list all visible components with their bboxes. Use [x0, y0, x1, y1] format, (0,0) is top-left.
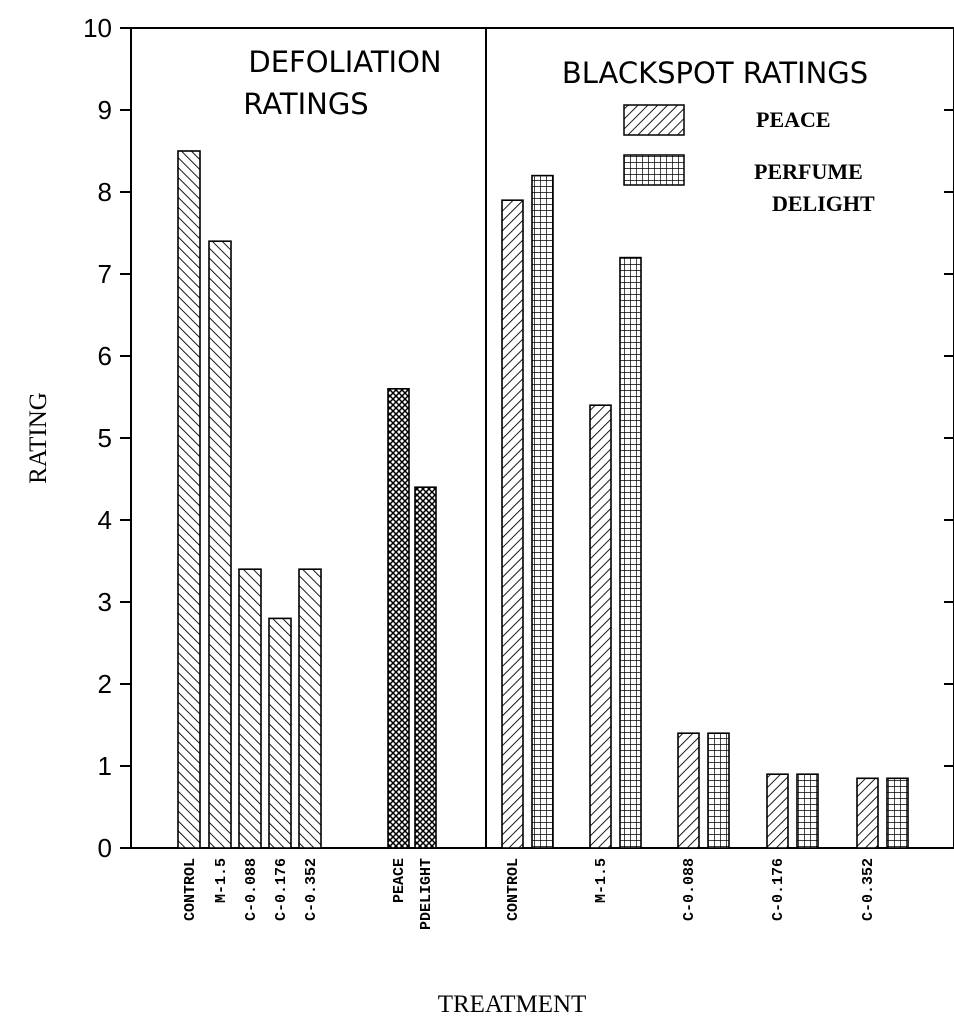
- y-tick-label: 1: [98, 751, 112, 781]
- y-tick-label: 3: [98, 587, 112, 617]
- defoliation-bar: [298, 568, 322, 849]
- category-labels: CONTROL M-1.5 C-0.088 C-0.176 C-0.352 PEACE PD…: [182, 858, 877, 930]
- x-axis-title: TREATMENT: [438, 991, 587, 1018]
- y-tick-label: 7: [98, 259, 112, 289]
- blackspot-bar: [531, 174, 554, 849]
- blackspot-category-label: C-0.352: [860, 858, 877, 921]
- legend-label-peace: PEACE: [756, 107, 831, 132]
- defoliation-category-label: M-1.5: [213, 858, 230, 903]
- blackspot-category-label: CONTROL: [505, 858, 522, 921]
- defoliation-bar: [268, 617, 292, 849]
- y-tick-label: 0: [98, 833, 112, 863]
- blackspot-category-label: C-0.088: [681, 858, 698, 921]
- blackspot-category-label: C-0.176: [770, 858, 787, 921]
- defoliation-bar: [177, 150, 201, 849]
- blackspot-bar: [766, 773, 789, 849]
- blackspot-category-label: M-1.5: [593, 858, 610, 903]
- bars: [177, 150, 909, 849]
- blackspot-title: BLACKSPOT RATINGS: [562, 56, 868, 90]
- y-axis: 0 1 2 3 4 5 6 7 8 9 10: [83, 13, 131, 863]
- blackspot-bar: [707, 732, 730, 849]
- defoliation-cultivar-bar: [387, 387, 410, 849]
- legend-label-perfume: PERFUME: [754, 159, 863, 184]
- y-tick-label: 6: [98, 341, 112, 371]
- defoliation-category-label: CONTROL: [182, 858, 199, 921]
- legend: PEACE PERFUME DELIGHT: [623, 104, 875, 216]
- y-tick-label: 2: [98, 669, 112, 699]
- blackspot-bar: [677, 732, 700, 849]
- cultivar-category-label: PEACE: [391, 858, 408, 903]
- y-tick-label: 8: [98, 177, 112, 207]
- blackspot-bar: [501, 199, 524, 849]
- defoliation-bar: [208, 240, 232, 849]
- y-tick-label: 10: [83, 13, 112, 43]
- blackspot-bar: [589, 404, 612, 849]
- legend-swatch-peace: [623, 104, 685, 136]
- defoliation-title-line2: RATINGS: [243, 87, 368, 121]
- y-axis-title: RATING: [25, 392, 52, 484]
- defoliation-bar: [238, 568, 262, 849]
- defoliation-title-line1: DEFOLIATION: [248, 45, 441, 79]
- defoliation-category-label: C-0.088: [243, 858, 260, 921]
- blackspot-bar: [886, 777, 909, 849]
- blackspot-bar: [619, 256, 642, 849]
- blackspot-bar: [856, 777, 879, 849]
- defoliation-cultivar-bar: [414, 486, 437, 849]
- y-tick-label: 5: [98, 423, 112, 453]
- right-tick-marks: [944, 27, 954, 767]
- blackspot-bar: [796, 773, 819, 849]
- legend-label-delight: DELIGHT: [772, 191, 875, 216]
- defoliation-category-label: C-0.176: [273, 858, 290, 921]
- defoliation-category-label: C-0.352: [303, 858, 320, 921]
- y-tick-label: 9: [98, 95, 112, 125]
- cultivar-category-label: PDELIGHT: [418, 858, 435, 930]
- legend-swatch-perfume-delight: [623, 154, 685, 186]
- y-tick-label: 4: [98, 505, 112, 535]
